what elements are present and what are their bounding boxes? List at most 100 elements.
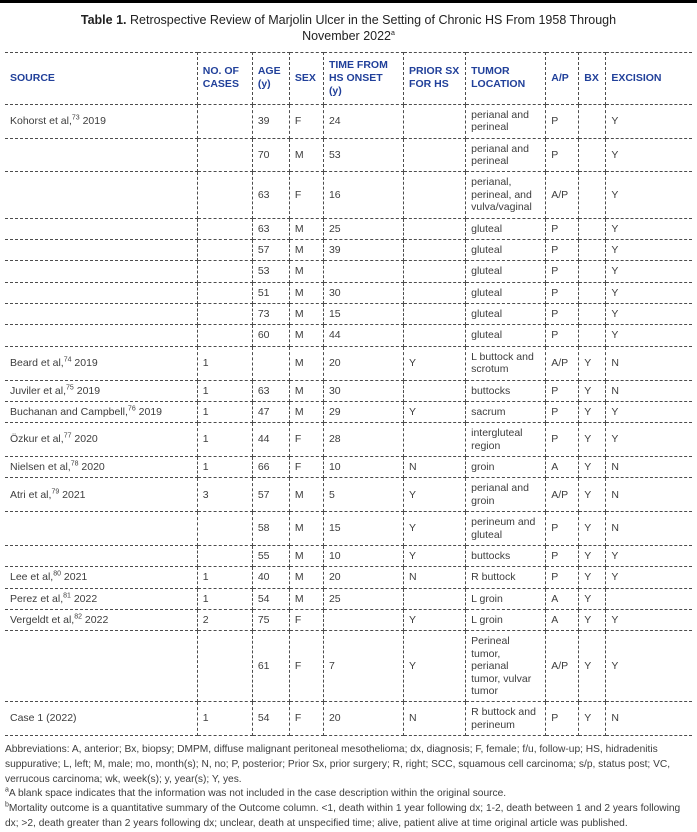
cell-time-from-hs-onset bbox=[322, 260, 405, 283]
reference-marker: 80 bbox=[53, 570, 61, 578]
table-row: 73 M 15 gluteal P Y bbox=[5, 302, 692, 326]
cell-age: 58 bbox=[251, 511, 290, 546]
cell-time-from-hs-onset: 30 bbox=[322, 281, 405, 305]
cell-prior-sx: N bbox=[403, 566, 467, 589]
cell-tumor-location: perianal and perineal bbox=[465, 103, 547, 139]
table-row: 63 F 16 perianal, perineal, and vulva/vagin… bbox=[5, 171, 692, 219]
cell-sex: M bbox=[288, 281, 324, 305]
cell-bx: Y bbox=[578, 455, 607, 479]
cell-excision: Y bbox=[605, 103, 692, 139]
cell-no-of-cases: 1 bbox=[196, 587, 253, 611]
reference-marker: 75 bbox=[66, 384, 74, 391]
cell-no-of-cases: 1 bbox=[196, 455, 253, 479]
cell-time-from-hs-onset: 53 bbox=[322, 137, 405, 173]
cell-sex: M bbox=[288, 379, 324, 402]
cell-excision: N bbox=[605, 511, 692, 546]
cell-excision: Y bbox=[605, 137, 692, 173]
cell-tumor-location: L groin bbox=[465, 587, 547, 611]
cell-tumor-location: gluteal bbox=[465, 302, 547, 326]
cell-bx bbox=[578, 171, 607, 219]
cell-no-of-cases bbox=[196, 302, 253, 326]
cell-bx: Y bbox=[578, 511, 607, 546]
cell-ap: P bbox=[545, 379, 580, 402]
cell-time-from-hs-onset: 15 bbox=[322, 302, 405, 326]
cell-ap: A/P bbox=[545, 171, 580, 219]
cell-tumor-location: sacrum bbox=[465, 400, 547, 424]
table-title-label: Table 1. bbox=[80, 13, 127, 27]
top-rule bbox=[0, 0, 697, 3]
cell-age: 57 bbox=[251, 477, 290, 513]
cell-no-of-cases bbox=[196, 238, 253, 262]
cell-sex: M bbox=[288, 566, 324, 589]
cell-age: 63 bbox=[251, 171, 290, 219]
cell-time-from-hs-onset: 16 bbox=[322, 171, 405, 219]
footnote-line: bMortality outcome is a quantitative sum… bbox=[5, 801, 681, 829]
reference-marker: 77 bbox=[63, 432, 72, 440]
cell-ap: P bbox=[545, 137, 580, 173]
cell-bx bbox=[578, 137, 607, 173]
cell-no-of-cases bbox=[196, 171, 253, 219]
cell-excision: Y bbox=[605, 400, 692, 424]
cell-tumor-location: intergluteal region bbox=[465, 422, 547, 457]
cell-age bbox=[251, 345, 290, 381]
cell-source bbox=[5, 630, 198, 703]
table-row: Juviler et al,75 2019 1 63 M 30 buttocks P Y N bbox=[5, 379, 692, 402]
col-header-time-from-hs-onset: TIME FROM HS ONSET (y) bbox=[322, 51, 405, 105]
col-header-tumor-location: TUMOR LOCATION bbox=[465, 51, 547, 105]
cell-excision: Y bbox=[605, 281, 692, 305]
cell-sex: M bbox=[288, 217, 324, 240]
cell-bx: Y bbox=[578, 544, 607, 568]
table-header: SOURCE NO. OF CASES AGE (y) SEX TIME FRO… bbox=[5, 51, 692, 105]
cell-no-of-cases bbox=[196, 103, 253, 139]
cell-ap: A/P bbox=[545, 477, 580, 513]
cell-excision: Y bbox=[605, 260, 692, 283]
cell-sex: F bbox=[288, 171, 324, 219]
table-row: Beard et al,74 2019 1 M 20 Y L buttock and sc… bbox=[5, 345, 692, 381]
cell-prior-sx bbox=[403, 587, 467, 611]
cell-tumor-location: R buttock and perineum bbox=[465, 701, 547, 736]
reference-marker: 82 bbox=[74, 613, 83, 621]
cell-source: Kohorst et al,73 2019 bbox=[5, 103, 198, 139]
col-header-ap: A/P bbox=[545, 51, 580, 105]
cell-age: 47 bbox=[251, 400, 290, 424]
cell-time-from-hs-onset: 25 bbox=[322, 587, 405, 611]
cell-age: 39 bbox=[251, 103, 290, 139]
cell-tumor-location: gluteal bbox=[465, 238, 547, 262]
cell-tumor-location: perianal and perineal bbox=[465, 137, 547, 173]
cell-time-from-hs-onset: 15 bbox=[322, 511, 405, 546]
cell-excision: Y bbox=[605, 422, 692, 457]
cell-source bbox=[5, 302, 198, 326]
cell-tumor-location: perineum and gluteal bbox=[465, 511, 547, 546]
cell-sex: M bbox=[288, 302, 324, 326]
table-row: 63 M 25 gluteal P Y bbox=[5, 217, 692, 240]
cell-no-of-cases bbox=[196, 281, 253, 305]
cell-ap: A bbox=[545, 455, 580, 479]
cell-prior-sx bbox=[403, 171, 467, 219]
cell-tumor-location: perianal, perineal, and vulva/vaginal bbox=[465, 171, 547, 219]
footnotes: Abbreviations: A, anterior; Bx, biopsy; … bbox=[5, 743, 692, 832]
cell-source: Lee et al,80 2021 bbox=[5, 566, 198, 589]
cell-bx: Y bbox=[578, 701, 607, 736]
cell-excision: Y bbox=[605, 238, 692, 262]
cell-ap: P bbox=[545, 511, 580, 546]
cell-age: 75 bbox=[251, 608, 290, 632]
cell-tumor-location: L groin bbox=[465, 608, 547, 632]
cell-time-from-hs-onset: 24 bbox=[322, 103, 405, 139]
cell-time-from-hs-onset: 30 bbox=[322, 379, 405, 402]
cell-age: 63 bbox=[251, 379, 290, 402]
cell-tumor-location: R buttock bbox=[465, 566, 547, 589]
col-header-no-of-cases: NO. OF CASES bbox=[196, 51, 253, 105]
cell-excision: N bbox=[605, 455, 692, 479]
reference-marker: 74 bbox=[63, 356, 72, 364]
cell-bx bbox=[578, 302, 607, 326]
cell-excision: N bbox=[605, 477, 692, 513]
cell-sex: M bbox=[288, 345, 324, 381]
cell-ap: P bbox=[545, 217, 580, 240]
col-header-bx: BX bbox=[578, 51, 607, 105]
cell-bx bbox=[578, 217, 607, 240]
table-title: Table 1. Retrospective Review of Marjoli… bbox=[59, 12, 639, 45]
cell-tumor-location: gluteal bbox=[465, 260, 547, 283]
cell-tumor-location: gluteal bbox=[465, 324, 547, 347]
